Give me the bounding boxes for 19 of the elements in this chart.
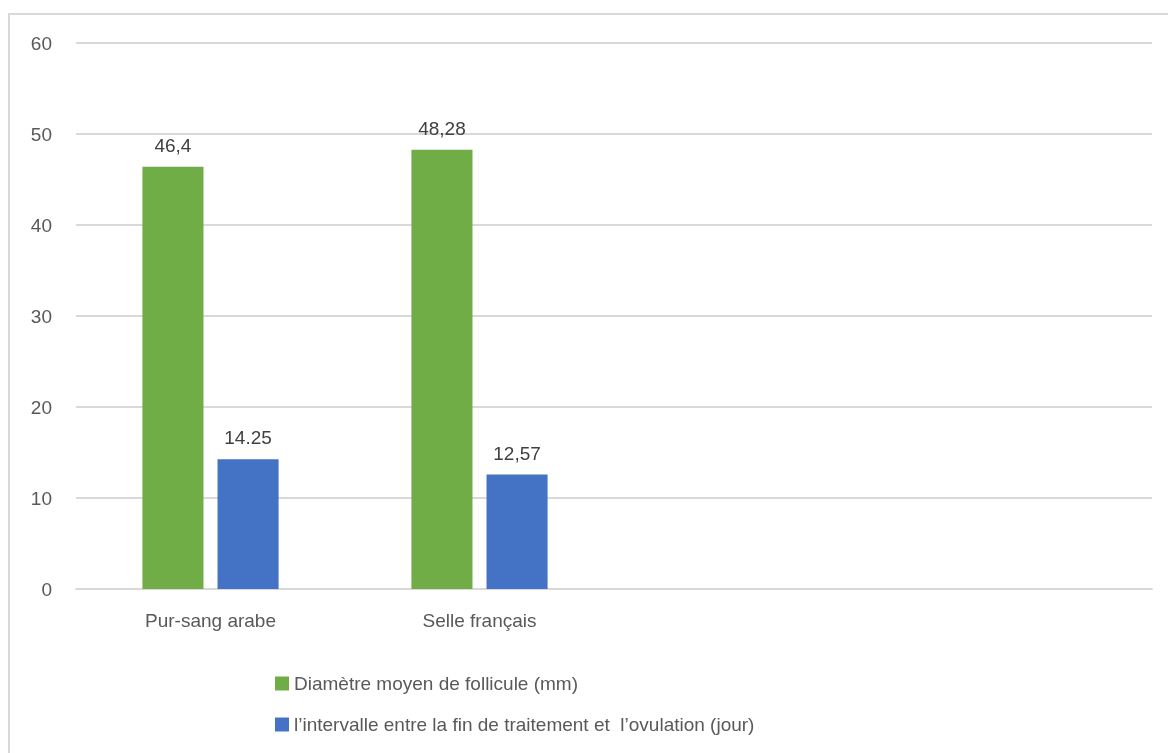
y-tick-label: 40 xyxy=(30,214,52,236)
legend-label: Diamètre moyen de follicule (mm) xyxy=(294,673,579,694)
legend-label: l’intervalle entre la fin de traitement et l’ovulation (jour) xyxy=(294,714,755,735)
x-tick-label: Pur-sang arabe xyxy=(145,610,276,631)
y-tick-label: 30 xyxy=(30,305,52,327)
y-tick-label: 10 xyxy=(30,487,52,509)
bar xyxy=(411,149,473,589)
bar xyxy=(142,166,204,589)
bar xyxy=(486,474,548,589)
data-label: 46,4 xyxy=(154,134,192,156)
data-label: 48,28 xyxy=(418,117,466,139)
y-tick-label: 60 xyxy=(30,32,52,54)
data-label: 12,57 xyxy=(493,442,541,464)
bar xyxy=(217,459,279,589)
y-tick-label: 20 xyxy=(30,396,52,418)
y-tick-label: 0 xyxy=(41,578,52,600)
x-tick-label: Selle français xyxy=(422,610,537,631)
data-label: 14.25 xyxy=(224,427,272,449)
y-tick-label: 50 xyxy=(30,123,52,145)
